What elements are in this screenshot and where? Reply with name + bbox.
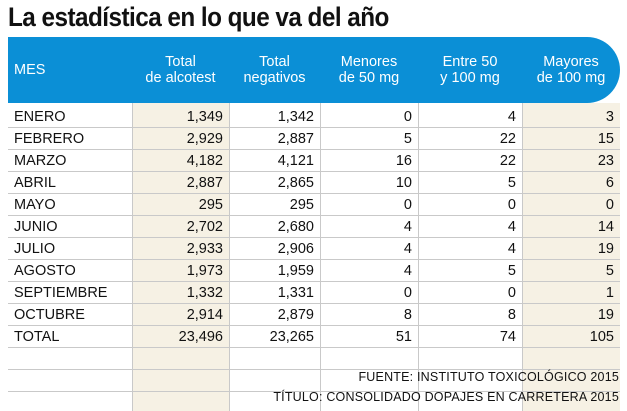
month-cell: ABRIL	[14, 175, 56, 191]
value-cell: 4	[507, 241, 516, 257]
value-cell: 23	[597, 153, 614, 169]
value-cell: 23,265	[269, 329, 314, 345]
value-cell: 4	[403, 219, 412, 235]
value-cell: 1,342	[277, 109, 314, 125]
column-header: Total negativos	[243, 54, 306, 86]
month-cell: AGOSTO	[14, 263, 76, 279]
value-cell: 5	[605, 263, 614, 279]
value-cell: 4	[403, 263, 412, 279]
month-cell: MAYO	[14, 197, 56, 213]
month-cell: ENERO	[14, 109, 66, 125]
column-header: MES	[14, 62, 46, 78]
value-cell: 2,680	[277, 219, 314, 235]
value-cell: 19	[597, 241, 614, 257]
caption-note: TÍTULO: CONSOLIDADO DOPAJES EN CARRETERA…	[273, 390, 619, 404]
value-cell: 5	[507, 263, 516, 279]
value-cell: 4	[403, 241, 412, 257]
column-shade	[522, 103, 620, 411]
table-row: ENERO 1,349 1,342 0 4 3	[8, 106, 620, 128]
month-cell: JULIO	[14, 241, 56, 257]
column-header: Entre 50 y 100 mg	[440, 54, 500, 86]
value-cell: 0	[507, 285, 516, 301]
value-cell: 0	[403, 197, 412, 213]
value-cell: 295	[289, 197, 314, 213]
table-row: AGOSTO 1,973 1,959 4 5 5	[8, 260, 620, 282]
page-title: La estadística en lo que va del año	[8, 2, 389, 32]
value-cell: 2,887	[186, 175, 223, 191]
value-cell: 5	[403, 131, 412, 147]
column-divider	[229, 103, 230, 411]
column-header: Menores de 50 mg	[338, 54, 400, 86]
value-cell: 4,182	[186, 153, 223, 169]
table-row: JUNIO 2,702 2,680 4 4 14	[8, 216, 620, 238]
value-cell: 22	[499, 153, 516, 169]
value-cell: 14	[597, 219, 614, 235]
value-cell: 5	[507, 175, 516, 191]
month-cell: SEPTIEMBRE	[14, 285, 108, 301]
value-cell: 2,865	[277, 175, 314, 191]
value-cell: 15	[597, 131, 614, 147]
value-cell: 3	[605, 109, 614, 125]
value-cell: 105	[589, 329, 614, 345]
empty-row	[8, 370, 620, 392]
column-divider	[418, 103, 419, 411]
value-cell: 1	[605, 285, 614, 301]
column-header: Mayores de 100 mg	[536, 54, 606, 86]
value-cell: 6	[605, 175, 614, 191]
value-cell: 16	[395, 153, 412, 169]
value-cell: 2,914	[186, 307, 223, 323]
value-cell: 2,906	[277, 241, 314, 257]
value-cell: 4,121	[277, 153, 314, 169]
column-divider	[320, 103, 321, 411]
value-cell: 8	[403, 307, 412, 323]
value-cell: 4	[507, 109, 516, 125]
value-cell: 1,973	[186, 263, 223, 279]
table-header: MES Total de alcotest Total negativos Menor…	[8, 37, 620, 103]
value-cell: 2,879	[277, 307, 314, 323]
column-divider	[522, 103, 523, 411]
table-row: MAYO 295 295 0 0 0	[8, 194, 620, 216]
table-row: FEBRERO 2,929 2,887 5 22 15	[8, 128, 620, 150]
value-cell: 1,349	[186, 109, 223, 125]
table-row: ABRIL 2,887 2,865 10 5 6	[8, 172, 620, 194]
month-cell: TOTAL	[14, 329, 60, 345]
column-divider	[132, 103, 133, 411]
column-header: Total de alcotest	[145, 54, 216, 86]
value-cell: 19	[597, 307, 614, 323]
month-cell: FEBRERO	[14, 131, 85, 147]
month-cell: JUNIO	[14, 219, 58, 235]
value-cell: 51	[395, 329, 412, 345]
month-cell: OCTUBRE	[14, 307, 85, 323]
value-cell: 2,929	[186, 131, 223, 147]
value-cell: 0	[403, 285, 412, 301]
table-row: OCTUBRE 2,914 2,879 8 8 19	[8, 304, 620, 326]
stats-table: MES Total de alcotest Total negativos Menor…	[8, 37, 620, 411]
source-note: FUENTE: INSTITUTO TOXICOLÓGICO 2015	[358, 370, 619, 384]
value-cell: 8	[507, 307, 516, 323]
table-row: MARZO 4,182 4,121 16 22 23	[8, 150, 620, 172]
value-cell: 2,702	[186, 219, 223, 235]
value-cell: 295	[198, 197, 223, 213]
table-row: JULIO 2,933 2,906 4 4 19	[8, 238, 620, 260]
value-cell: 0	[605, 197, 614, 213]
value-cell: 23,496	[178, 329, 223, 345]
value-cell: 1,332	[186, 285, 223, 301]
empty-row	[8, 348, 620, 370]
value-cell: 4	[507, 219, 516, 235]
value-cell: 10	[395, 175, 412, 191]
value-cell: 22	[499, 131, 516, 147]
value-cell: 1,331	[277, 285, 314, 301]
value-cell: 2,933	[186, 241, 223, 257]
value-cell: 0	[403, 109, 412, 125]
value-cell: 74	[499, 329, 516, 345]
value-cell: 0	[507, 197, 516, 213]
month-cell: MARZO	[14, 153, 67, 169]
column-shade	[132, 103, 229, 411]
value-cell: 1,959	[277, 263, 314, 279]
total-row: TOTAL 23,496 23,265 51 74 105	[8, 326, 620, 348]
value-cell: 2,887	[277, 131, 314, 147]
table-row: SEPTIEMBRE 1,332 1,331 0 0 1	[8, 282, 620, 304]
